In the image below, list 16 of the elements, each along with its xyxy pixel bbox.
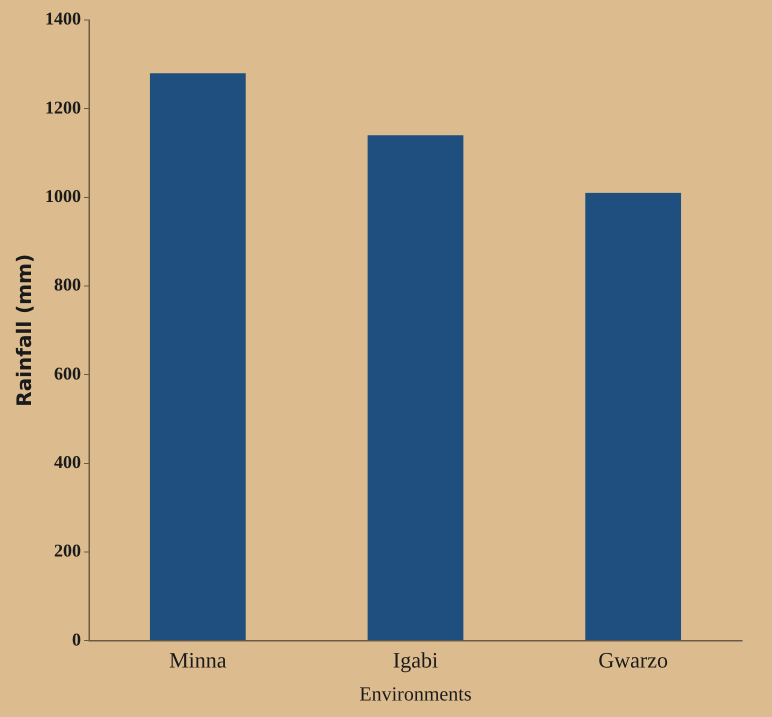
bar — [368, 135, 464, 640]
y-tick-label: 1000 — [45, 186, 81, 206]
y-axis-title: Rainfall (mm) — [12, 254, 36, 407]
y-tick-label: 800 — [54, 274, 81, 295]
y-tick-label: 0 — [72, 629, 81, 650]
bar — [150, 73, 246, 640]
y-tick-label: 600 — [54, 363, 81, 384]
x-tick-label: Minna — [169, 648, 227, 673]
bar — [585, 192, 682, 640]
x-tick-label: Gwarzo — [598, 648, 668, 673]
x-axis-title: Environments — [359, 683, 472, 706]
y-tick-label: 1200 — [45, 97, 81, 118]
y-tick-label: 1400 — [45, 8, 81, 29]
x-tick-label: Igabi — [392, 648, 438, 673]
y-tick-label: 200 — [54, 540, 81, 561]
y-tick-label: 400 — [54, 452, 81, 472]
